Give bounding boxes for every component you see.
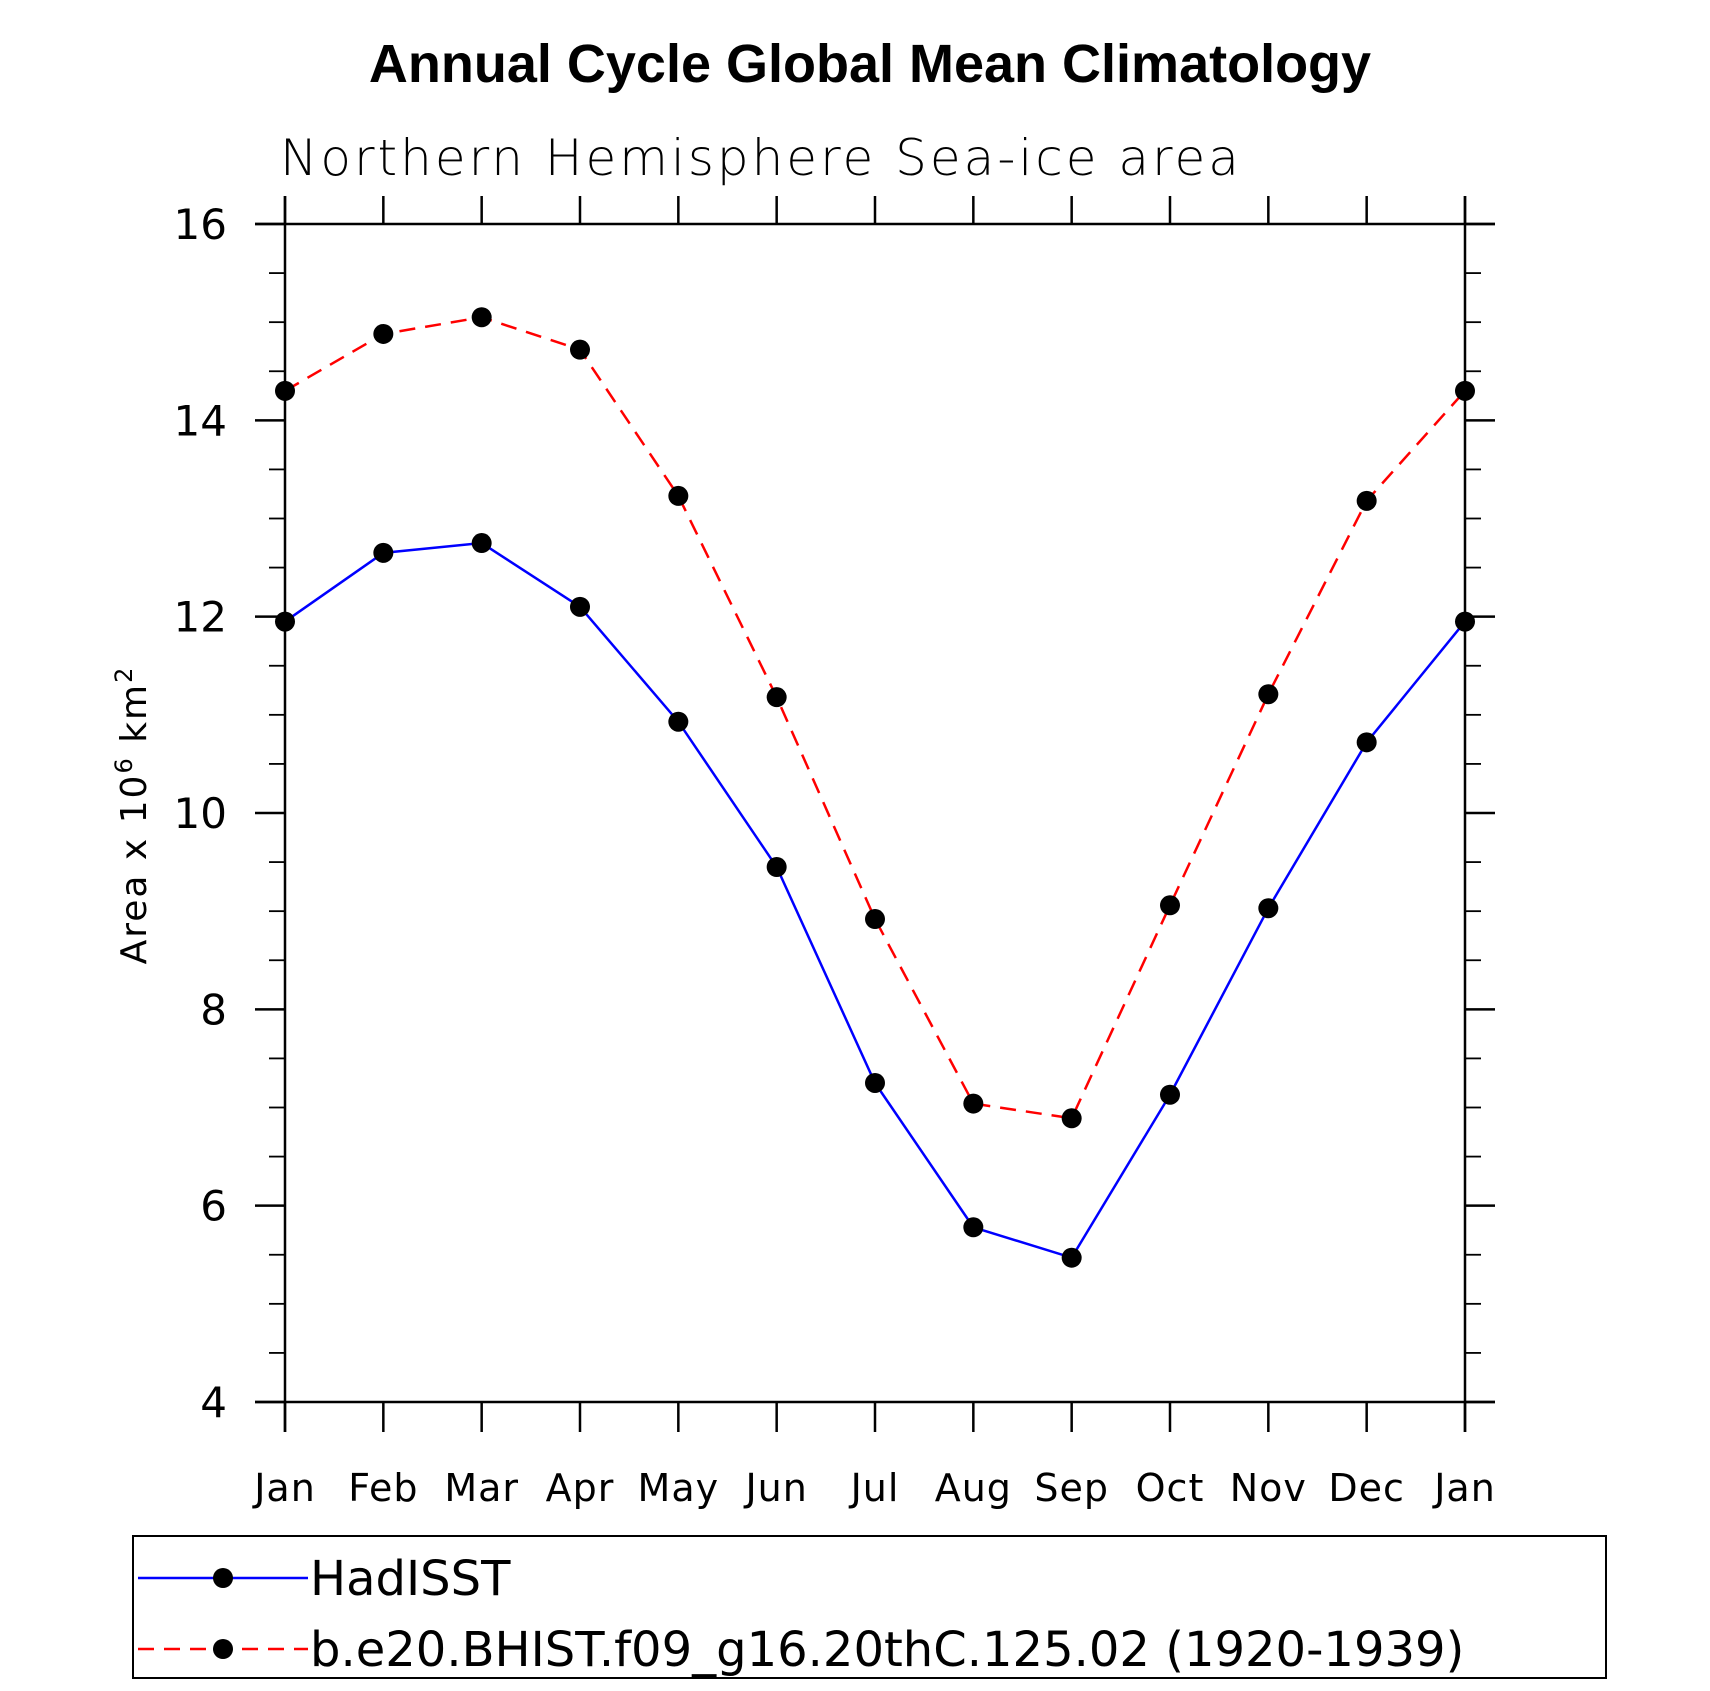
data-point-1 [963, 1093, 984, 1114]
y-tick-label: 4 [200, 1378, 227, 1427]
x-axis-ticks: Jan Feb Mar Apr May Jun Jul Aug Sep Oct Nov Dec Jan [252, 196, 1496, 1510]
data-point-0 [1356, 732, 1377, 753]
y-axis-label-unit: km [114, 683, 155, 756]
legend-label-model: b.e20.BHIST.f09_g16.20thC.125.02 (1920-1… [310, 1622, 1464, 1678]
x-tick-label: Jan [252, 1466, 316, 1510]
y-axis-label: Area x 106 km2 [110, 666, 155, 965]
data-point-0 [1160, 1084, 1180, 1105]
data-point-1 [865, 909, 885, 930]
y-axis-label-exp2: 2 [110, 666, 138, 683]
data-point-1 [1455, 380, 1475, 401]
y-tick-label: 16 [174, 200, 227, 249]
data-point-0 [865, 1072, 885, 1093]
data-point-1 [668, 485, 689, 506]
legend-box [132, 1535, 1607, 1679]
y-axis-label-exp1: 6 [110, 756, 138, 773]
legend-marker-model [213, 1639, 233, 1659]
x-tick-label: Jan [1432, 1466, 1496, 1510]
data-point-0 [1455, 611, 1475, 632]
data-point-0 [471, 533, 492, 554]
chart-title: Annual Cycle Global Mean Climatology [369, 34, 1371, 94]
data-point-1 [1356, 490, 1377, 511]
x-tick-label: Aug [935, 1466, 1012, 1510]
data-point-0 [766, 856, 787, 877]
data-point-1 [471, 307, 492, 328]
data-point-0 [963, 1217, 984, 1238]
y-tick-label: 6 [200, 1182, 227, 1231]
x-tick-label: Feb [348, 1466, 418, 1510]
data-point-0 [275, 611, 295, 632]
data-point-0 [668, 711, 689, 732]
data-point-1 [373, 323, 394, 344]
x-tick-label: Nov [1230, 1466, 1307, 1510]
y-tick-label: 8 [200, 985, 227, 1034]
y-axis-ticks: 4 6 8 10 12 14 16 [174, 200, 1495, 1427]
data-point-1 [275, 380, 295, 401]
data-point-1 [1258, 684, 1279, 705]
legend-marker-hadisst [213, 1568, 233, 1588]
series-line-0 [284, 541, 1466, 1260]
x-tick-label: Jun [743, 1466, 807, 1510]
legend-label-hadisst: HadISST [310, 1551, 511, 1607]
x-tick-label: Oct [1136, 1466, 1205, 1510]
series-line-1 [284, 315, 1466, 1120]
y-axis-label-prefix: Area x 10 [114, 774, 155, 965]
y-tick-label: 10 [174, 789, 227, 838]
data-point-0 [1258, 898, 1279, 919]
x-tick-label: Apr [546, 1466, 615, 1510]
data-point-1 [570, 339, 590, 360]
legend: HadISST b.e20.BHIST.f09_g16.20thC.125.02… [132, 1535, 1607, 1679]
y-tick-label: 14 [174, 396, 227, 445]
data-point-1 [1160, 895, 1180, 916]
x-tick-label: Sep [1034, 1466, 1109, 1510]
axes-frame [255, 196, 1495, 1432]
x-tick-label: Jul [849, 1466, 900, 1510]
x-tick-label: May [638, 1466, 720, 1510]
data-point-1 [1061, 1108, 1082, 1129]
data-point-1 [766, 687, 787, 708]
series-layer [275, 307, 1475, 1268]
data-point-0 [1061, 1247, 1082, 1268]
chart-subtitle: Northern Hemisphere Sea-ice area [280, 129, 1242, 187]
x-tick-label: Dec [1328, 1466, 1405, 1510]
data-point-0 [570, 596, 590, 617]
data-point-0 [373, 542, 394, 563]
x-tick-label: Mar [444, 1466, 519, 1510]
y-tick-label: 12 [174, 593, 227, 642]
